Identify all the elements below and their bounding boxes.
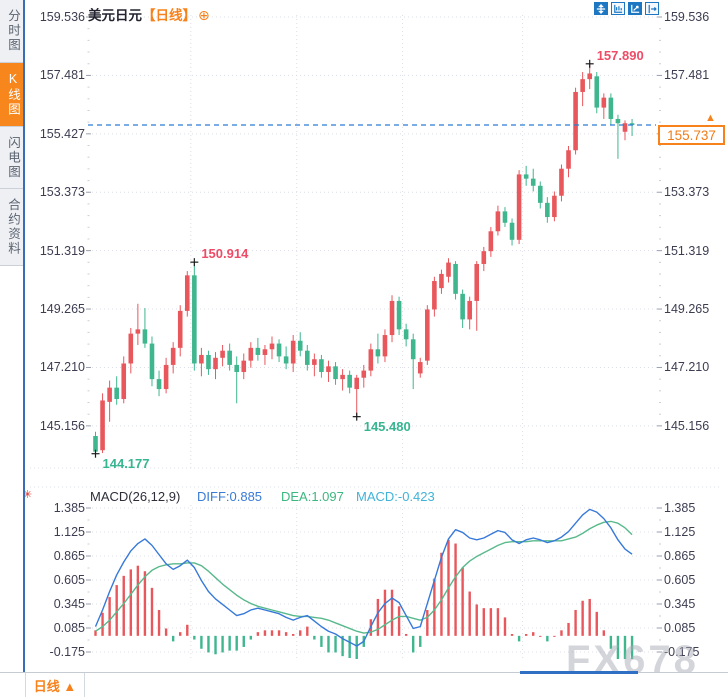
add-indicator-icon[interactable]: ⊕: [198, 7, 210, 23]
zoom-axis-icon[interactable]: [611, 2, 625, 15]
price-axis-label-right: 153.373: [664, 185, 710, 200]
macd-axis-label-left: 0.605: [53, 573, 85, 587]
macd-diff-value: DIFF:0.885: [197, 489, 263, 504]
price-annotation: 150.914: [201, 246, 249, 262]
pan-crosshair-icon[interactable]: [594, 2, 608, 15]
sidebar-tab-1[interactable]: 分时图: [0, 0, 23, 63]
current-price-badge: 155.737: [658, 125, 725, 146]
trend-up-arrow-icon: ▲: [705, 112, 716, 125]
left-tab-sidebar: 分时图 K线图 闪电图 合约资料: [0, 0, 25, 672]
bottom-time-axis-bar: 日线 ▲: [0, 671, 728, 697]
macd-axis-label-right: 0.085: [664, 621, 696, 635]
price-axis-label-left: 155.427: [39, 126, 85, 141]
macd-axis-label-right: 1.125: [664, 525, 696, 539]
sidebar-tab-2[interactable]: K线图: [0, 62, 23, 127]
macd-axis-label-left: 1.385: [53, 501, 85, 515]
price-annotation: 157.890: [596, 47, 644, 63]
time-scrollbar-indicator[interactable]: [520, 671, 638, 674]
macd-axis-label-left: 1.125: [53, 525, 85, 539]
macd-title: MACD(26,12,9): [90, 489, 181, 504]
price-axis-label-right: 159.536: [664, 10, 710, 24]
current-price-value: 155.737: [667, 127, 716, 143]
symbol-name: 美元日元: [88, 8, 142, 23]
price-axis-label-left: 153.373: [39, 185, 85, 200]
macd-axis-label-left: -0.175: [49, 645, 85, 659]
chart-toolbar: [594, 2, 659, 15]
price-annotation: 144.177: [102, 455, 150, 471]
macd-axis-label-left: 0.865: [53, 549, 85, 563]
sidebar-tab-3[interactable]: 闪电图: [0, 126, 23, 189]
macd-axis-label-right: 0.345: [664, 597, 696, 611]
macd-axis-label-right: 1.385: [664, 501, 696, 515]
macd-axis-label-left: 0.085: [53, 621, 85, 635]
period-tag: 【日线】: [142, 8, 196, 23]
price-annotation: 145.480: [363, 418, 411, 434]
axis-scale-icon[interactable]: [628, 2, 642, 15]
price-axis-label-left: 147.210: [39, 360, 85, 375]
chart-canvas: [30, 15, 722, 659]
bottom-bar-corner-cell: [0, 673, 26, 697]
macd-dea-value: DEA:1.097: [281, 489, 344, 504]
sidebar-tab-4[interactable]: 合约资料: [0, 189, 23, 266]
chart-title: 美元日元【日线】 ⊕: [88, 4, 210, 24]
price-axis-label-left: 149.265: [39, 302, 85, 317]
indicator-settings-icon[interactable]: ✳: [23, 489, 33, 501]
price-axis-label-left: 159.536: [39, 10, 85, 24]
price-axis-label-right: 151.319: [664, 243, 710, 258]
price-axis-label-left: 151.319: [39, 243, 85, 258]
period-selector-button[interactable]: 日线 ▲: [26, 673, 85, 697]
macd-axis-label-right: 0.865: [664, 549, 696, 563]
macd-axis-label-right: -0.175: [664, 645, 700, 659]
macd-axis-label-left: 0.345: [53, 597, 85, 611]
price-axis-label-left: 157.481: [39, 68, 85, 83]
pan-to-latest-icon[interactable]: [645, 2, 659, 15]
price-axis-label-right: 147.210: [664, 360, 710, 375]
price-axis-label-right: 157.481: [664, 68, 710, 83]
price-axis-label-right: 145.156: [664, 418, 710, 433]
price-axis-label-left: 145.156: [39, 418, 85, 433]
price-axis-label-right: 149.265: [664, 302, 710, 317]
macd-axis-label-right: 0.605: [664, 573, 696, 587]
macd-macd-value: MACD:-0.423: [356, 489, 435, 504]
